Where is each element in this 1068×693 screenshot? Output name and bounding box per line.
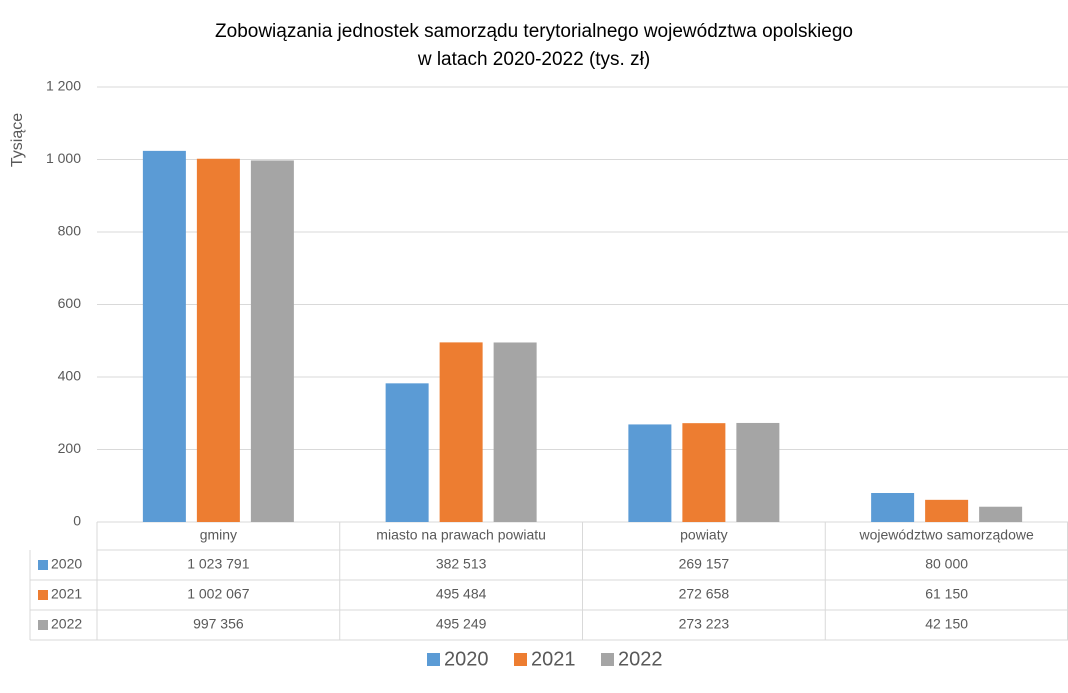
bar [250, 160, 294, 523]
bar [925, 499, 969, 522]
table-value: 382 513 [436, 556, 487, 572]
bar [628, 424, 672, 522]
table-value: 269 157 [679, 556, 730, 572]
legend-key [514, 653, 527, 666]
table-value: 1 002 067 [187, 586, 249, 602]
chart-title: w latach 2020-2022 (tys. zł) [417, 49, 650, 70]
bar [142, 150, 186, 522]
table-row-label: 2020 [51, 556, 82, 572]
x-tick-label: miasto na prawach powiatu [376, 527, 546, 543]
table-value: 997 356 [193, 616, 244, 632]
table-value: 80 000 [925, 556, 968, 572]
table-legend-key [38, 560, 48, 570]
y-tick-label: 0 [73, 513, 81, 529]
x-tick-label: województwo samorządowe [858, 527, 1034, 543]
table-value: 61 150 [925, 586, 968, 602]
y-axis-label: Tysiące [9, 113, 26, 167]
bar [682, 423, 726, 522]
bar [736, 422, 780, 522]
bar [385, 383, 429, 522]
table-value: 495 484 [436, 586, 487, 602]
table-legend-key [38, 590, 48, 600]
x-tick-label: powiaty [680, 527, 727, 543]
bar [979, 506, 1023, 522]
table-value: 42 150 [925, 616, 968, 632]
table-value: 495 249 [436, 616, 487, 632]
y-tick-label: 1 000 [46, 150, 81, 166]
table-value: 272 658 [679, 586, 730, 602]
chart-title: Zobowiązania jednostek samorządu terytor… [215, 21, 853, 42]
table-row-label: 2022 [51, 616, 82, 632]
bar [196, 158, 240, 522]
y-tick-label: 200 [58, 440, 82, 456]
y-tick-label: 800 [58, 223, 82, 239]
y-tick-label: 400 [58, 368, 82, 384]
bar [871, 493, 915, 522]
legend-label: 2020 [444, 648, 489, 670]
bar [439, 342, 483, 522]
table-value: 273 223 [679, 616, 730, 632]
legend-label: 2021 [531, 648, 576, 670]
table-legend-key [38, 620, 48, 630]
y-tick-label: 600 [58, 295, 82, 311]
bar [493, 342, 537, 522]
legend-label: 2022 [618, 648, 663, 670]
legend-key [601, 653, 614, 666]
x-tick-label: gminy [200, 527, 237, 543]
legend-key [427, 653, 440, 666]
table-row-label: 2021 [51, 586, 82, 602]
y-tick-label: 1 200 [46, 78, 81, 94]
table-value: 1 023 791 [187, 556, 249, 572]
